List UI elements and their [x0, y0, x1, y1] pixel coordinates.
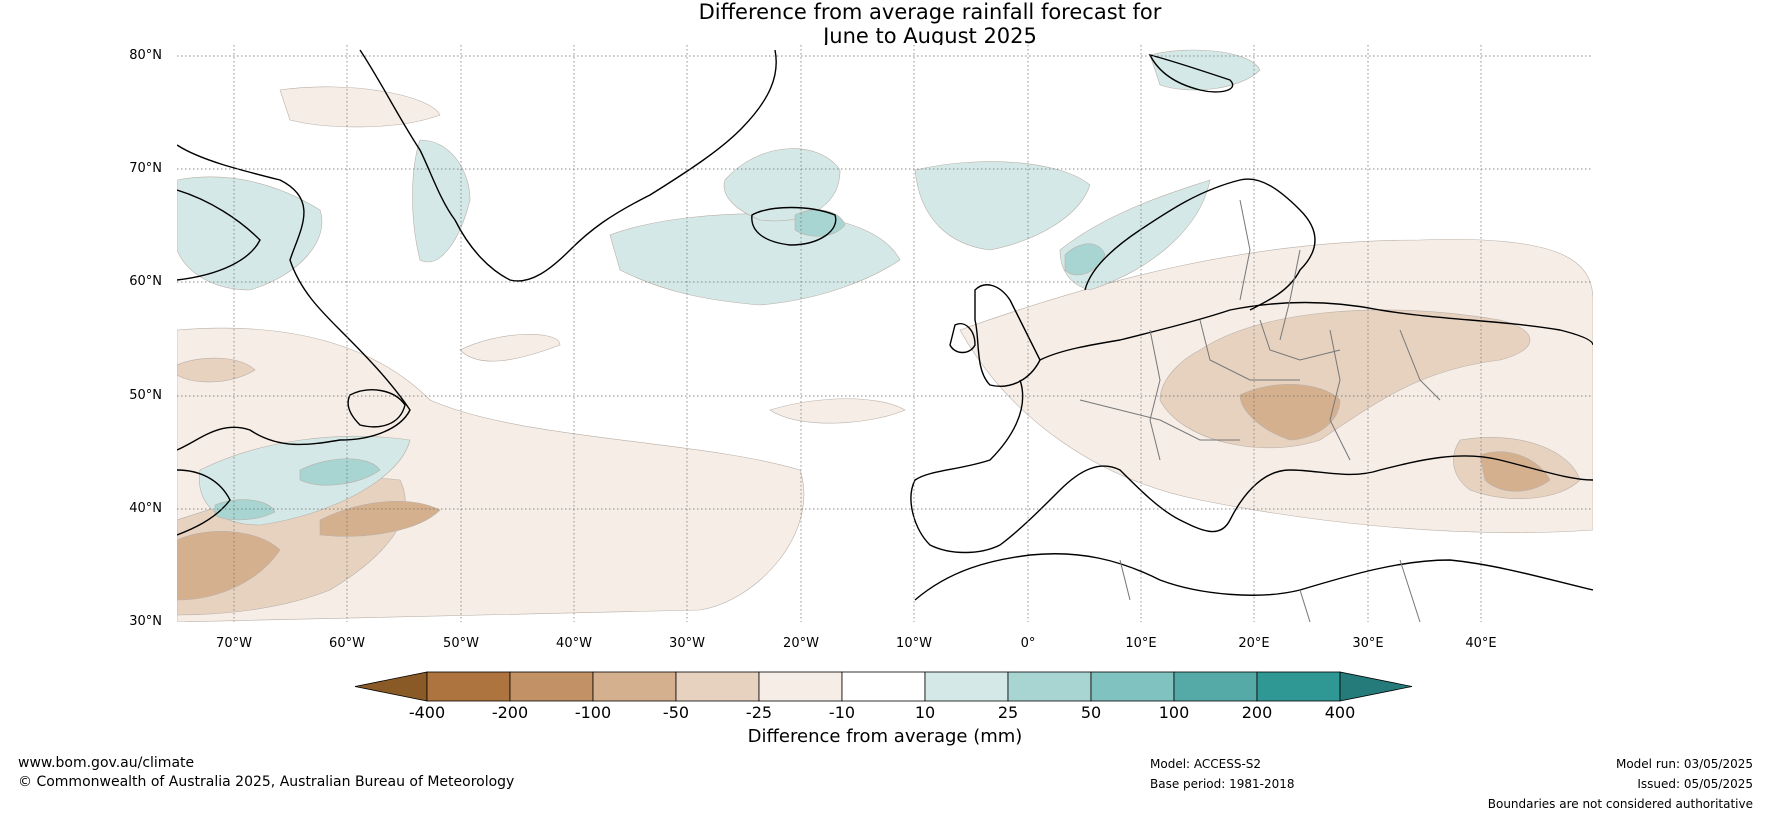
- lon-label-10w: 10°W: [896, 636, 932, 651]
- lat-label-30n: 30°N: [129, 614, 162, 629]
- colorbar-tick-label: 50: [1080, 703, 1102, 722]
- footer-website: www.bom.gov.au/climate: [18, 755, 195, 771]
- colorbar-tick-label: 200: [1241, 703, 1273, 722]
- colorbar-segment: [509, 671, 594, 702]
- lon-label-20w: 20°W: [783, 636, 819, 651]
- country-borders: [1079, 199, 1441, 622]
- lat-label-60n: 60°N: [129, 274, 162, 289]
- colorbar-tick-label: -100: [574, 703, 612, 722]
- colorbar-extend-low: [354, 671, 428, 702]
- lon-label-30e: 30°E: [1352, 636, 1384, 651]
- colorbar-tick-label: -200: [491, 703, 529, 722]
- lon-label-70w: 70°W: [216, 636, 252, 651]
- map-area: [177, 45, 1593, 622]
- colorbar-tick-label: -400: [408, 703, 446, 722]
- colorbar-extend-high: [1339, 671, 1413, 702]
- lon-label-60w: 60°W: [329, 636, 365, 651]
- lon-label-50w: 50°W: [443, 636, 479, 651]
- footer-copyright: © Commonwealth of Australia 2025, Austra…: [18, 774, 515, 790]
- colorbar-segment: [1173, 671, 1258, 702]
- colorbar-tick-label: 400: [1324, 703, 1356, 722]
- colorbar-segment: [426, 671, 511, 702]
- colorbar-segment: [924, 671, 1009, 702]
- map-title-line1: Difference from average rainfall forecas…: [698, 0, 1162, 24]
- colorbar-tick-label: 25: [997, 703, 1019, 722]
- colorbar-tick-label: 10: [914, 703, 936, 722]
- footer-model: Model: ACCESS-S2: [1150, 757, 1262, 771]
- footer-model-run: Model run: 03/05/2025: [1615, 757, 1753, 771]
- colorbar-segment: [592, 671, 677, 702]
- colorbar-tick-label: -50: [662, 703, 690, 722]
- map-title-line2: June to August 2025: [823, 24, 1037, 48]
- colorbar-segment: [841, 671, 926, 702]
- colorbar-segment: [1007, 671, 1092, 702]
- graticule: [177, 45, 1593, 622]
- colorbar-tick-label: -10: [828, 703, 856, 722]
- colorbar-title: Difference from average (mm): [747, 726, 1023, 747]
- lat-label-70n: 70°N: [129, 161, 162, 176]
- footer-disclaimer: Boundaries are not considered authoritat…: [1487, 797, 1753, 811]
- colorbar-tick-label: -25: [745, 703, 773, 722]
- lon-label-0: 0°: [1020, 636, 1036, 651]
- colorbar-segment: [1090, 671, 1175, 702]
- lon-label-40w: 40°W: [556, 636, 592, 651]
- lon-label-40e: 40°E: [1465, 636, 1497, 651]
- colorbar-segment: [758, 671, 843, 702]
- lat-label-50n: 50°N: [129, 388, 162, 403]
- lon-label-10e: 10°E: [1125, 636, 1157, 651]
- map-title: Difference from average rainfall forecas…: [600, 0, 1260, 48]
- lon-label-30w: 30°W: [669, 636, 705, 651]
- footer-base-period: Base period: 1981-2018: [1150, 777, 1295, 791]
- anomaly-shading: [177, 49, 1593, 622]
- coastlines: [177, 49, 1593, 601]
- colorbar-tick-label: 100: [1158, 703, 1190, 722]
- footer-issued: Issued: 05/05/2025: [1637, 777, 1753, 791]
- colorbar-segment: [1256, 671, 1341, 702]
- lat-label-40n: 40°N: [129, 501, 162, 516]
- lat-label-80n: 80°N: [129, 48, 162, 63]
- colorbar-segment: [675, 671, 760, 702]
- lon-label-20e: 20°E: [1238, 636, 1270, 651]
- colorbar: [354, 671, 1413, 702]
